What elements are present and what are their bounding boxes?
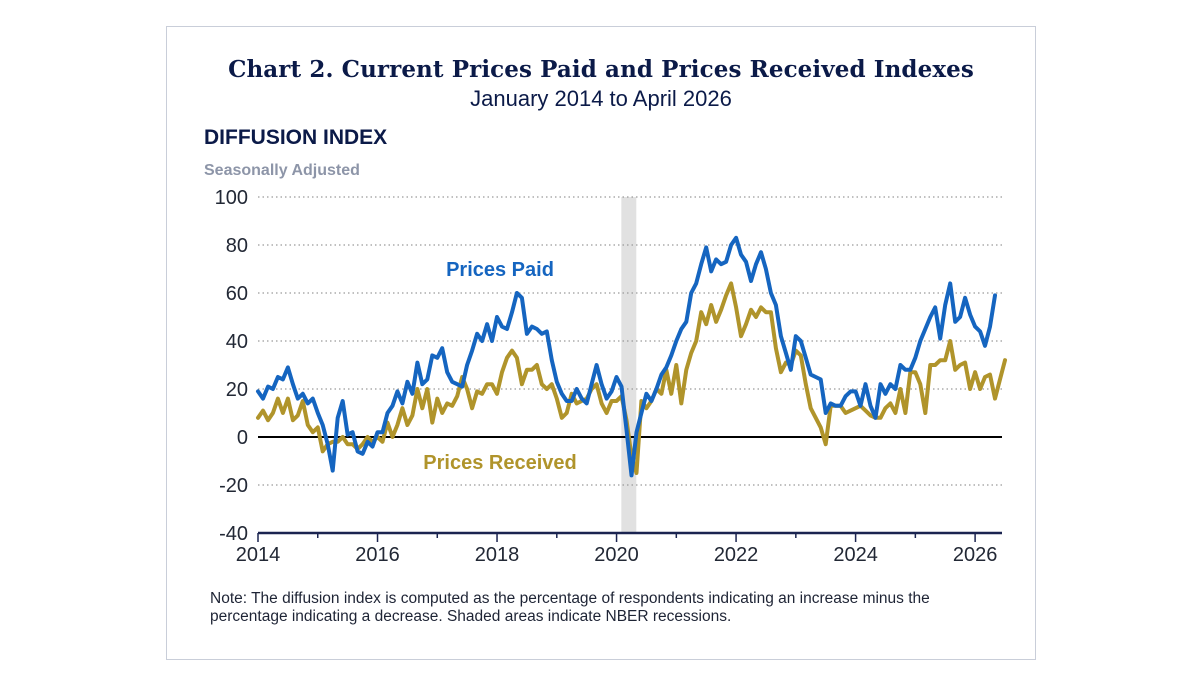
x-tick-label: 2016 [355,544,400,566]
y-tick-label: -40 [219,523,248,545]
y-tick-label: -20 [219,475,248,497]
x-tick-label: 2014 [236,544,281,566]
chart-title: Chart 2. Current Prices Paid and Prices … [228,56,974,83]
chart-note: Note: The diffusion index is computed as… [210,590,930,625]
x-tick-label: 2022 [714,544,759,566]
x-tick-label: 2018 [475,544,520,566]
x-tick-label: 2020 [594,544,639,566]
y-tick-label: 20 [226,379,248,401]
y-tick-label: 60 [226,283,248,305]
x-tick-label: 2024 [833,544,878,566]
y-tick-label: 80 [226,235,248,257]
y-axis-title: DIFFUSION INDEX [204,126,388,149]
prices-paid-label: Prices Paid [446,259,554,281]
prices-received-label: Prices Received [423,452,576,474]
chart-frame [166,26,1036,660]
x-tick-label: 2026 [953,544,998,566]
y-tick-label: 100 [215,187,248,209]
prices-received-line [256,281,1007,475]
prices-paid-line [256,235,997,478]
recession-shade [621,197,637,533]
y-tick-label: 40 [226,331,248,353]
y-tick-label: 0 [237,427,248,449]
y-axis-subtitle: Seasonally Adjusted [204,162,360,179]
chart-subtitle: January 2014 to April 2026 [470,86,732,111]
